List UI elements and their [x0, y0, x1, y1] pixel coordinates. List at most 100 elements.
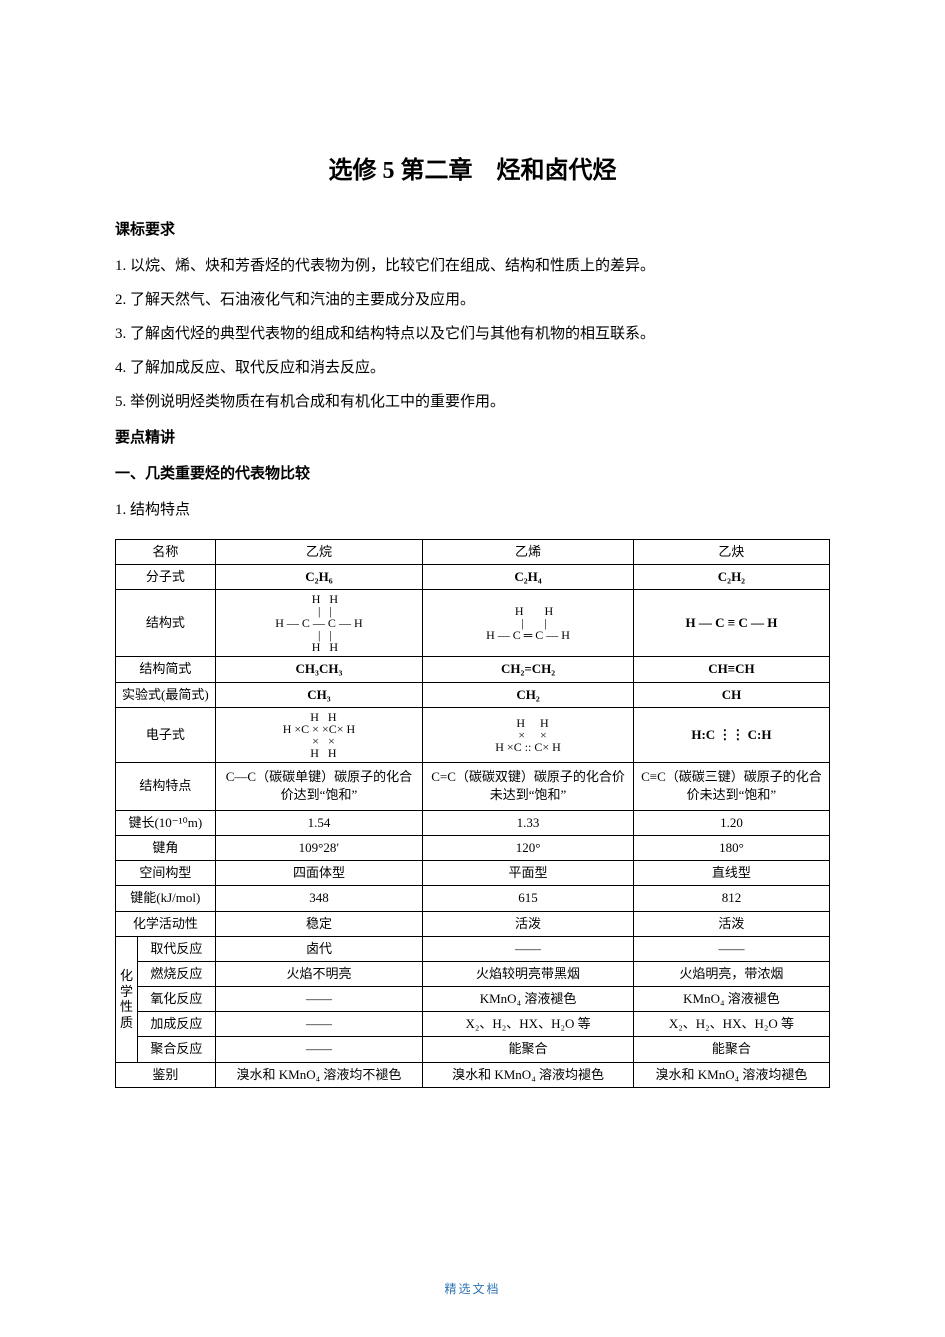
- row-label: 加成反应: [138, 1012, 216, 1037]
- cell: 109°28′: [215, 835, 423, 860]
- table-row: 实验式(最简式) CH₃ CH₂ CH: [116, 682, 830, 707]
- cell: X₂、H₂、HX、H₂O 等: [633, 1012, 829, 1037]
- cell-electron-ethane: H H H ×C × ×C× H × × H H: [215, 707, 423, 762]
- cell: 溴水和 KMnO₄ 溶液均褪色: [633, 1062, 829, 1087]
- cell: X₂、H₂、HX、H₂O 等: [423, 1012, 634, 1037]
- heading-section1: 一、几类重要烃的代表物比较: [115, 459, 830, 489]
- cell: 溴水和 KMnO₄ 溶液均褪色: [423, 1062, 634, 1087]
- cell-electron-ethyne: H:C ⋮⋮ C:H: [633, 707, 829, 762]
- heading-requirements: 课标要求: [115, 215, 830, 245]
- cell: ——: [633, 936, 829, 961]
- table-row: 结构特点 C—C（碳碳单键）碳原子的化合价达到“饱和” C=C（碳碳双键）碳原子…: [116, 762, 830, 810]
- table-row: 键角 109°28′ 120° 180°: [116, 835, 830, 860]
- row-label: 结构简式: [116, 657, 216, 682]
- cell: 活泼: [633, 911, 829, 936]
- cell: 1.33: [423, 810, 634, 835]
- cell-structure-ethane: H H | | H — C — C — H | | H H: [215, 590, 423, 657]
- cell: 615: [423, 886, 634, 911]
- cell-structure-ethene: H H | | H — C ═ C — H: [423, 590, 634, 657]
- row-label: 聚合反应: [138, 1037, 216, 1062]
- group-label: 化学性质: [116, 936, 138, 1062]
- row-label: 实验式(最简式): [116, 682, 216, 707]
- cell: KMnO₄ 溶液褪色: [423, 987, 634, 1012]
- cell: CH₃: [215, 682, 423, 707]
- requirement-item: 2. 了解天然气、石油液化气和汽油的主要成分及应用。: [115, 285, 830, 315]
- row-label: 氧化反应: [138, 987, 216, 1012]
- table-row: 氧化反应 —— KMnO₄ 溶液褪色 KMnO₄ 溶液褪色: [116, 987, 830, 1012]
- row-label: 键长(10⁻¹⁰m): [116, 810, 216, 835]
- requirement-item: 1. 以烷、烯、炔和芳香烃的代表物为例，比较它们在组成、结构和性质上的差异。: [115, 251, 830, 281]
- col-header: 名称: [116, 540, 216, 565]
- table-row: 化学活动性 稳定 活泼 活泼: [116, 911, 830, 936]
- row-label: 结构特点: [116, 762, 216, 810]
- row-label: 键角: [116, 835, 216, 860]
- table-row: 加成反应 —— X₂、H₂、HX、H₂O 等 X₂、H₂、HX、H₂O 等: [116, 1012, 830, 1037]
- table-row: 鉴别 溴水和 KMnO₄ 溶液均不褪色 溴水和 KMnO₄ 溶液均褪色 溴水和 …: [116, 1062, 830, 1087]
- comparison-table: 名称 乙烷 乙烯 乙炔 分子式 C₂H₆ C₂H₄ C₂H₂ 结构式 H H |…: [115, 539, 830, 1088]
- cell: 稳定: [215, 911, 423, 936]
- row-label: 结构式: [116, 590, 216, 657]
- row-label: 分子式: [116, 565, 216, 590]
- cell: C≡C（碳碳三键）碳原子的化合价未达到“饱和”: [633, 762, 829, 810]
- cell: 348: [215, 886, 423, 911]
- table-row: 结构式 H H | | H — C — C — H | | H H H H | …: [116, 590, 830, 657]
- page-footer: 精选文档: [0, 1280, 945, 1297]
- cell: 能聚合: [423, 1037, 634, 1062]
- row-label: 空间构型: [116, 861, 216, 886]
- cell-structure-ethyne: H — C ≡ C — H: [633, 590, 829, 657]
- cell: 火焰较明亮带黑烟: [423, 961, 634, 986]
- cell: 120°: [423, 835, 634, 860]
- row-label: 燃烧反应: [138, 961, 216, 986]
- cell: CH₃CH₃: [215, 657, 423, 682]
- cell: C₂H₆: [215, 565, 423, 590]
- cell: 四面体型: [215, 861, 423, 886]
- row-label: 键能(kJ/mol): [116, 886, 216, 911]
- cell: 812: [633, 886, 829, 911]
- cell: 1.54: [215, 810, 423, 835]
- cell: CH: [633, 682, 829, 707]
- table-row: 燃烧反应 火焰不明亮 火焰较明亮带黑烟 火焰明亮，带浓烟: [116, 961, 830, 986]
- cell: C=C（碳碳双键）碳原子的化合价未达到“饱和”: [423, 762, 634, 810]
- cell: 火焰明亮，带浓烟: [633, 961, 829, 986]
- cell: 溴水和 KMnO₄ 溶液均不褪色: [215, 1062, 423, 1087]
- page-title: 选修 5 第二章 烃和卤代烃: [115, 150, 830, 185]
- table-row: 电子式 H H H ×C × ×C× H × × H H H H × × H ×…: [116, 707, 830, 762]
- table-row: 键长(10⁻¹⁰m) 1.54 1.33 1.20: [116, 810, 830, 835]
- table-row: 名称 乙烷 乙烯 乙炔: [116, 540, 830, 565]
- cell: CH≡CH: [633, 657, 829, 682]
- cell: KMnO₄ 溶液褪色: [633, 987, 829, 1012]
- cell: 直线型: [633, 861, 829, 886]
- cell: ——: [215, 987, 423, 1012]
- cell: ——: [423, 936, 634, 961]
- requirement-item: 3. 了解卤代烃的典型代表物的组成和结构特点以及它们与其他有机物的相互联系。: [115, 319, 830, 349]
- cell: 1.20: [633, 810, 829, 835]
- cell-electron-ethene: H H × × H ×C :: C× H: [423, 707, 634, 762]
- heading-sub1: 1. 结构特点: [115, 495, 830, 525]
- cell: 能聚合: [633, 1037, 829, 1062]
- cell: CH₂=CH₂: [423, 657, 634, 682]
- page: 选修 5 第二章 烃和卤代烃 课标要求 1. 以烷、烯、炔和芳香烃的代表物为例，…: [0, 0, 945, 1337]
- row-label: 取代反应: [138, 936, 216, 961]
- col-header: 乙炔: [633, 540, 829, 565]
- col-header: 乙烯: [423, 540, 634, 565]
- cell: CH₂: [423, 682, 634, 707]
- cell: 卤代: [215, 936, 423, 961]
- cell: 180°: [633, 835, 829, 860]
- cell: ——: [215, 1037, 423, 1062]
- row-label: 电子式: [116, 707, 216, 762]
- table-row: 结构简式 CH₃CH₃ CH₂=CH₂ CH≡CH: [116, 657, 830, 682]
- row-label: 鉴别: [116, 1062, 216, 1087]
- cell: C₂H₂: [633, 565, 829, 590]
- heading-keypoints: 要点精讲: [115, 423, 830, 453]
- cell: 活泼: [423, 911, 634, 936]
- table-row: 聚合反应 —— 能聚合 能聚合: [116, 1037, 830, 1062]
- requirement-item: 5. 举例说明烃类物质在有机合成和有机化工中的重要作用。: [115, 387, 830, 417]
- cell: C—C（碳碳单键）碳原子的化合价达到“饱和”: [215, 762, 423, 810]
- cell: C₂H₄: [423, 565, 634, 590]
- cell: ——: [215, 1012, 423, 1037]
- table-row: 化学性质 取代反应 卤代 —— ——: [116, 936, 830, 961]
- requirement-item: 4. 了解加成反应、取代反应和消去反应。: [115, 353, 830, 383]
- row-label: 化学活动性: [116, 911, 216, 936]
- table-row: 空间构型 四面体型 平面型 直线型: [116, 861, 830, 886]
- table-row: 键能(kJ/mol) 348 615 812: [116, 886, 830, 911]
